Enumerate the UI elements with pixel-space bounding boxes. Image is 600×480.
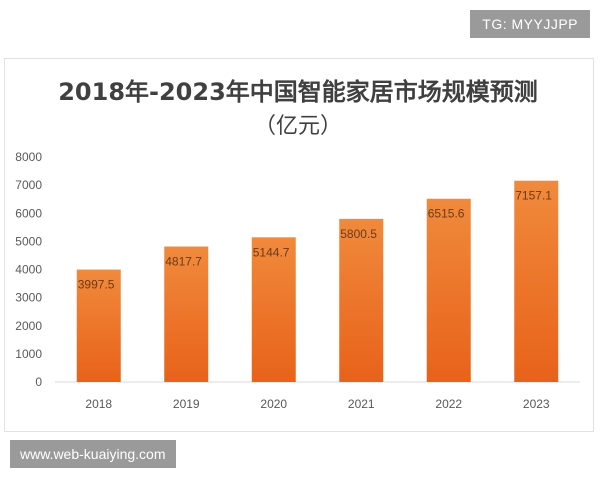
- x-tick-label: 2021: [348, 397, 375, 411]
- x-axis: 2018 2019 2020 2021 2022 2023: [85, 397, 550, 411]
- bar-value-label: 5800.5: [340, 227, 377, 241]
- x-tick-label: 2018: [85, 397, 112, 411]
- bar-2018: [76, 269, 121, 382]
- y-tick-label: 5000: [15, 234, 42, 248]
- bar-2021: [339, 218, 384, 382]
- bar-2022: [426, 198, 471, 382]
- bar-value-label: 6515.6: [428, 207, 465, 221]
- x-tick-label: 2020: [260, 397, 287, 411]
- website-watermark: www.web-kuaiying.com: [10, 440, 176, 468]
- x-tick-label: 2023: [523, 397, 550, 411]
- y-tick-label: 3000: [15, 291, 42, 305]
- bar-2020: [251, 237, 296, 382]
- chart-title: 2018年-2023年中国智能家居市场规模预测: [58, 78, 538, 106]
- y-tick-label: 0: [35, 375, 42, 389]
- y-axis: 0 1000 2000 3000 4000 5000 6000 7000 8000: [15, 150, 580, 389]
- tg-watermark: TG: MYYJJPP: [470, 10, 590, 38]
- y-tick-label: 6000: [15, 206, 42, 220]
- bar-2019: [164, 246, 209, 382]
- x-tick-label: 2019: [173, 397, 200, 411]
- y-tick-label: 1000: [15, 347, 42, 361]
- bars: 3997.5 4817.7 5144.7 5800.5 6515.6 7157.1: [76, 180, 559, 382]
- bar-value-label: 7157.1: [515, 189, 552, 203]
- y-tick-label: 8000: [15, 150, 42, 164]
- x-tick-label: 2022: [435, 397, 462, 411]
- bar-value-label: 5144.7: [253, 245, 290, 259]
- y-tick-label: 4000: [15, 263, 42, 277]
- chart-subtitle: （亿元）: [253, 114, 342, 139]
- y-tick-label: 2000: [15, 319, 42, 333]
- bar-value-label: 4817.7: [165, 255, 202, 269]
- bar-2023: [514, 180, 559, 382]
- bar-value-label: 3997.5: [78, 278, 115, 292]
- y-tick-label: 7000: [15, 178, 42, 192]
